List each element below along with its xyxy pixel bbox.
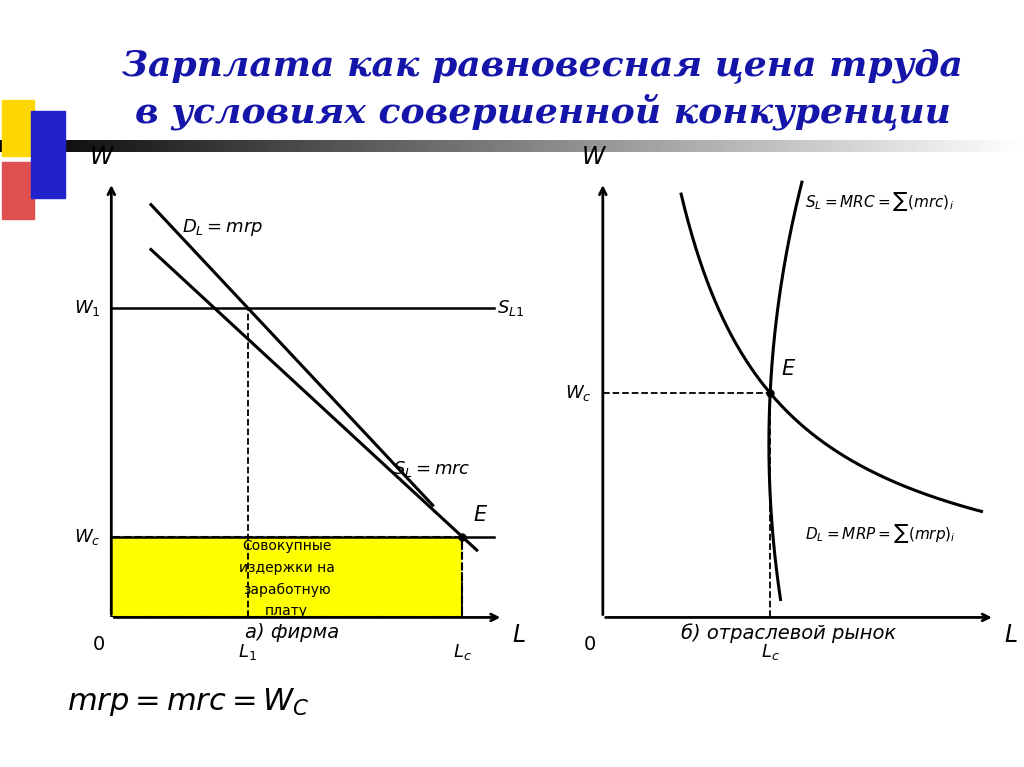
Text: $L_1$: $L_1$: [239, 642, 257, 662]
Text: б) отраслевой рынок: б) отраслевой рынок: [681, 623, 896, 643]
Text: $D_L=MRP=\sum(mrp)_i$: $D_L=MRP=\sum(mrp)_i$: [805, 522, 956, 545]
Text: $D_L=mrp$: $D_L=mrp$: [182, 216, 263, 238]
Text: $L$: $L$: [512, 624, 525, 647]
Text: Совокупные
издержки на
заработную
плату: Совокупные издержки на заработную плату: [239, 539, 335, 618]
Text: $E$: $E$: [781, 359, 797, 379]
Text: $E$: $E$: [473, 505, 488, 525]
Text: $L$: $L$: [1004, 624, 1017, 647]
Bar: [112, 537, 462, 617]
Text: $W$: $W$: [89, 145, 116, 169]
Text: $L_c$: $L_c$: [453, 642, 472, 662]
Text: $S_{L1}$: $S_{L1}$: [497, 298, 524, 318]
Text: $S_L=MRC=\sum(mrc)_i$: $S_L=MRC=\sum(mrc)_i$: [805, 190, 954, 213]
Bar: [2, 100, 34, 156]
Text: а) фирма: а) фирма: [245, 624, 339, 642]
Text: $W_c$: $W_c$: [74, 527, 100, 547]
Text: $mrp = mrc = W_C$: $mrp = mrc = W_C$: [67, 686, 309, 718]
Text: $W$: $W$: [581, 145, 607, 169]
Bar: [2, 162, 34, 219]
Text: $W_c$: $W_c$: [565, 383, 592, 403]
Text: в условиях совершенной конкуренции: в условиях совершенной конкуренции: [135, 93, 950, 130]
Bar: [31, 110, 66, 198]
Text: $W_1$: $W_1$: [74, 298, 100, 318]
Text: $S_L=mrc$: $S_L=mrc$: [393, 459, 471, 479]
Text: $L_c$: $L_c$: [761, 642, 779, 662]
Text: Зарплата как равновесная цена труда: Зарплата как равновесная цена труда: [122, 48, 964, 83]
Text: $0$: $0$: [91, 635, 104, 654]
Text: $0$: $0$: [583, 635, 596, 654]
